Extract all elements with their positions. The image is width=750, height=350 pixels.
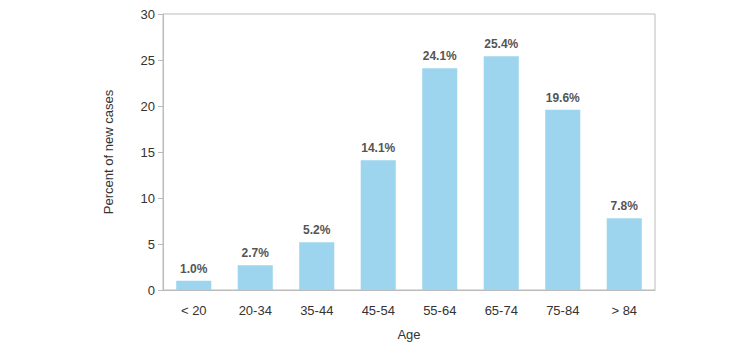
svg-text:5: 5 xyxy=(148,237,155,252)
svg-text:75-84: 75-84 xyxy=(546,303,579,318)
svg-text:14.1%: 14.1% xyxy=(361,141,395,155)
svg-text:< 20: < 20 xyxy=(181,303,207,318)
svg-text:> 84: > 84 xyxy=(611,303,637,318)
svg-text:5.2%: 5.2% xyxy=(303,223,331,237)
svg-text:0: 0 xyxy=(148,283,155,298)
svg-text:15: 15 xyxy=(141,145,155,160)
svg-text:10: 10 xyxy=(141,191,155,206)
svg-text:7.8%: 7.8% xyxy=(611,199,639,213)
svg-text:30: 30 xyxy=(141,7,155,22)
svg-text:2.7%: 2.7% xyxy=(242,246,270,260)
svg-text:45-54: 45-54 xyxy=(362,303,395,318)
svg-text:35-44: 35-44 xyxy=(300,303,333,318)
svg-text:25: 25 xyxy=(141,53,155,68)
svg-text:55-64: 55-64 xyxy=(423,303,456,318)
svg-text:Age: Age xyxy=(397,327,420,342)
svg-text:24.1%: 24.1% xyxy=(423,49,457,63)
svg-text:19.6%: 19.6% xyxy=(546,91,580,105)
svg-text:65-74: 65-74 xyxy=(485,303,518,318)
svg-text:25.4%: 25.4% xyxy=(484,37,518,51)
svg-text:20: 20 xyxy=(141,99,155,114)
svg-text:20-34: 20-34 xyxy=(239,303,272,318)
svg-text:1.0%: 1.0% xyxy=(180,262,208,276)
svg-text:Percent of new cases: Percent of new cases xyxy=(101,89,116,214)
